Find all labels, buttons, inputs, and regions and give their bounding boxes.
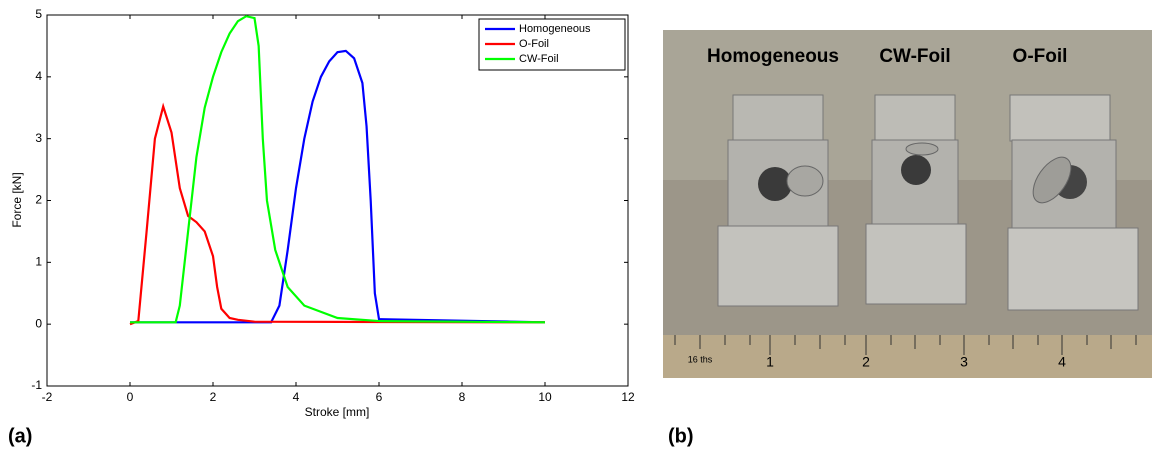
photo-label: CW-Foil [879,46,950,67]
block-top [732,94,824,144]
ruler-label: 3 [960,354,968,370]
x-tick-label: 12 [621,390,635,404]
block-front [865,223,967,305]
photo-label: Homogeneous [707,46,839,67]
hole [901,155,931,185]
plot-frame [46,14,629,387]
x-axis-label: Stroke [mm] [305,405,370,419]
legend-label: O-Foil [519,38,549,50]
block-top [874,94,956,142]
y-tick-label: 2 [35,193,42,207]
y-tick-label: 4 [35,69,42,83]
block-front [1007,227,1139,311]
ruler [663,335,1152,378]
ruler-ticks [674,335,1137,355]
panel-label: (b) [668,425,694,447]
series-line [130,49,546,324]
y-tick-label: -1 [31,378,42,392]
photo [663,30,1152,378]
disc [786,165,824,197]
ruler-label: 4 [1058,354,1066,370]
y-tick-label: 1 [35,255,42,269]
ruler-label: 1 [766,354,774,370]
x-tick-label: 2 [210,390,217,404]
legend-label: CW-Foil [519,53,559,65]
ruler-label: 2 [862,354,870,370]
series-line [129,102,546,326]
legend-label: Homogeneous [519,23,591,35]
x-tick-label: 10 [538,390,552,404]
y-tick-label: 5 [35,7,42,21]
x-tick-label: 0 [127,390,134,404]
y-tick-label: 0 [35,316,42,330]
x-tick-label: -2 [42,390,53,404]
ruler-label: 16 ths [688,354,713,364]
series-line [130,15,546,324]
x-tick-label: 8 [459,390,466,404]
x-tick-label: 4 [293,390,300,404]
x-tick-label: 6 [376,390,383,404]
y-tick-label: 3 [35,131,42,145]
hole [758,167,792,201]
y-axis-label: Force [kN] [10,172,24,227]
panel-label: (a) [8,425,32,447]
photo-label: O-Foil [1013,46,1068,67]
block-top [1009,94,1111,142]
disc [905,142,939,156]
disc [1032,156,1072,204]
block-front [717,225,839,307]
